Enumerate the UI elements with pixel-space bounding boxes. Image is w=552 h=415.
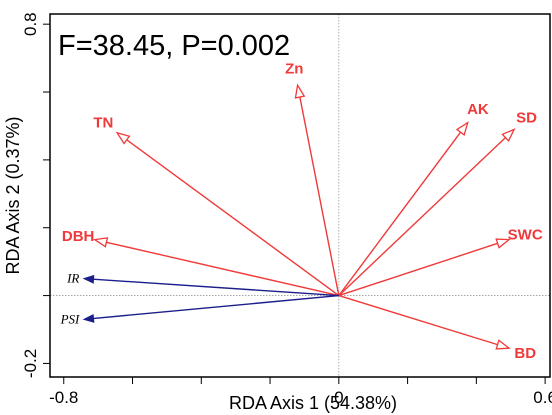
arrow-ir-shaft xyxy=(87,278,339,297)
y-tick-label: 0.8 xyxy=(21,12,40,36)
label-zn: Zn xyxy=(285,61,303,78)
arrow-ak-shaft xyxy=(338,131,462,296)
arrow-dbh-shaft xyxy=(106,241,339,297)
reference-lines xyxy=(50,14,550,377)
arrow-dbh-head xyxy=(92,237,109,248)
vector-labels: Zn TN AK SD SWC DBH BD IR PSI xyxy=(60,61,543,363)
label-sd: SD xyxy=(516,110,537,127)
x-tick-label: 0.6 xyxy=(533,388,552,407)
arrow-bd-head xyxy=(495,339,511,350)
label-psi: PSI xyxy=(60,311,80,326)
axis-ticks: -0.8 0 0.6 -0.2 0.8 xyxy=(21,12,552,407)
arrow-swc-head xyxy=(495,238,511,249)
arrow-ak-head xyxy=(455,121,469,136)
label-dbh: DBH xyxy=(62,228,95,245)
arrow-tn-head xyxy=(115,131,131,145)
x-tick-label: 0 xyxy=(334,388,343,407)
y-tick-label: -0.2 xyxy=(21,349,40,378)
arrow-tn-shaft xyxy=(126,139,340,297)
arrow-zn-head xyxy=(294,83,306,99)
statistics-annotation: F=38.45, P=0.002 xyxy=(58,30,290,62)
x-axis-title: RDA Axis 1 (54.38%) xyxy=(229,393,397,413)
label-ak: AK xyxy=(467,101,489,118)
label-ir: IR xyxy=(66,271,79,286)
arrow-sd-shaft xyxy=(338,137,506,297)
arrow-ir-head xyxy=(82,274,95,284)
arrow-bd-shaft xyxy=(338,294,498,346)
vector-arrows xyxy=(82,83,516,350)
arrow-psi-head xyxy=(82,313,95,323)
plot-frame xyxy=(49,13,551,378)
arrow-swc-shaft xyxy=(338,242,498,297)
x-tick-label: -0.8 xyxy=(49,388,78,407)
label-swc: SWC xyxy=(508,226,543,243)
arrow-zn-shaft xyxy=(299,96,340,296)
label-tn: TN xyxy=(93,115,113,132)
label-bd: BD xyxy=(514,345,536,362)
y-axis-title: RDA Axis 2 (0.37%) xyxy=(3,116,23,274)
arrow-psi-shaft xyxy=(87,294,339,320)
arrow-sd-head xyxy=(501,128,516,142)
